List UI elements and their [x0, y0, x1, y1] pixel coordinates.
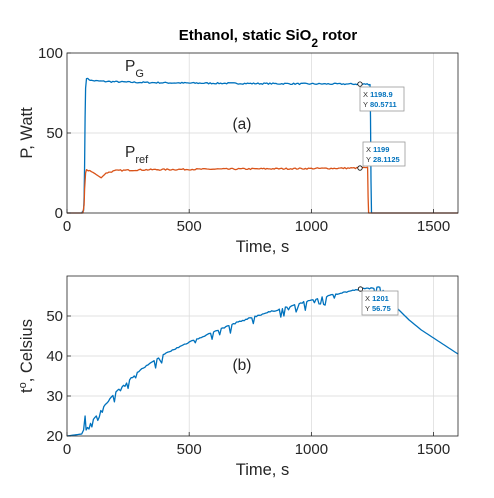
datatip-marker-a-0[interactable]: [357, 81, 363, 87]
datatip-pref-y-label: Y: [366, 155, 371, 164]
datatip-pg-box: [359, 86, 405, 112]
ytick-label-a-1: 50: [46, 125, 63, 142]
svg-text:X 1199: X 1199: [366, 145, 389, 154]
figure-title: Ethanol, static SiO2 rotor: [179, 27, 358, 50]
xtick-label-b-2: 1000: [295, 441, 328, 458]
datatip-pref-box: [362, 141, 406, 167]
datatip-pref[interactable]: X 1199 Y 28.1125: [362, 141, 406, 167]
datatip-pg-x-label: X: [363, 90, 368, 99]
ticks-b: 0 500 1000 1500 20 30 40 50: [46, 308, 450, 458]
datatip-pref-x-value: 1199: [373, 145, 389, 154]
series-label-pg: PG: [125, 58, 144, 80]
ylabel-a: P, Watt: [18, 107, 36, 159]
xtick-label-a-3: 1500: [417, 218, 450, 235]
xlabel-b: Time, s: [236, 461, 289, 479]
datatip-pref-y-value: 28.1125: [373, 155, 400, 164]
ylabel-b-rest: , Celsius: [18, 319, 36, 382]
xtick-label-b-1: 500: [177, 441, 202, 458]
ytick-label-b-3: 50: [46, 308, 63, 325]
xtick-label-a-0: 0: [63, 218, 71, 235]
svg-text:X 1201: X 1201: [365, 294, 389, 303]
svg-text:Y 80.5711: Y 80.5711: [363, 100, 397, 109]
datatip-pg-x-value: 1198.9: [370, 90, 393, 99]
ylabel-b-t: t: [18, 388, 36, 393]
series-label-pref: Pref: [125, 144, 149, 166]
datatip-marker-b-0[interactable]: [357, 286, 364, 292]
ylabel-b-sup: o: [17, 382, 29, 388]
datatip-pg-y-value: 80.5711: [370, 100, 397, 109]
ytick-label-b-2: 40: [46, 348, 63, 365]
xtick-label-b-0: 0: [63, 441, 71, 458]
panel-a-power: 0 500 1000 1500 0 50 100 Time, s P, Watt (a) P…: [18, 45, 459, 256]
title-tail: rotor: [318, 27, 357, 44]
ytick-label-a-2: 100: [38, 45, 63, 62]
datatip-temp-x-value: 1201: [372, 294, 389, 303]
panel-label-b: (b): [233, 357, 252, 374]
svg-text:X 1198.9: X 1198.9: [363, 90, 393, 99]
datatip-temp-box: [361, 290, 399, 316]
datatip-pref-x-label: X: [366, 145, 371, 154]
panel-b-temperature: 0 500 1000 1500 20 30 40 50 Time, s to, Celsius…: [17, 275, 459, 479]
datatip-marker-a-1[interactable]: [357, 165, 363, 171]
svg-text:Y 56.75: Y 56.75: [365, 304, 391, 313]
datatip-temp-y-label: Y: [365, 304, 370, 313]
ticks-a: 0 500 1000 1500 0 50 100: [38, 45, 450, 235]
xtick-label-a-2: 1000: [295, 218, 328, 235]
datatip-pg-y-label: Y: [363, 100, 368, 109]
datatip-temp[interactable]: X 1201 Y 56.75: [361, 290, 399, 316]
svg-text:Y 28.1125: Y 28.1125: [366, 155, 400, 164]
datatip-pg[interactable]: X 1198.9 Y 80.5711: [359, 86, 405, 112]
ylabel-b: to, Celsius: [17, 319, 36, 393]
ytick-label-b-1: 30: [46, 388, 63, 405]
ytick-label-a-0: 0: [55, 205, 63, 222]
panel-label-a: (a): [233, 116, 252, 133]
title-subscript: 2: [311, 36, 318, 50]
datatip-temp-y-value: 56.75: [372, 304, 391, 313]
xtick-label-a-1: 500: [177, 218, 202, 235]
datatip-temp-x-label: X: [365, 294, 370, 303]
ytick-label-b-0: 20: [46, 428, 63, 445]
xlabel-a: Time, s: [236, 238, 289, 256]
xtick-label-b-3: 1500: [417, 441, 450, 458]
title-main: Ethanol, static SiO: [179, 27, 312, 44]
